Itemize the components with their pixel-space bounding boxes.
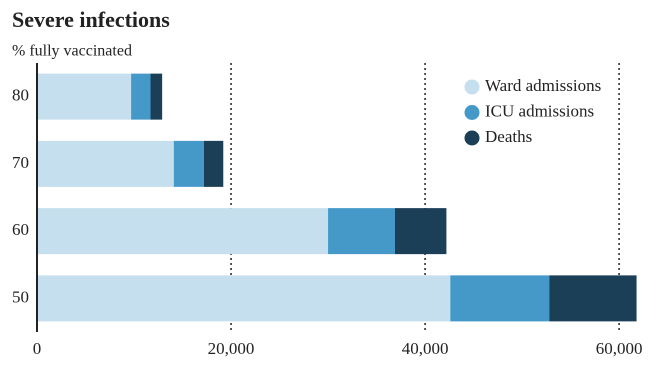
legend-marker <box>464 105 480 120</box>
bar-segment <box>328 208 395 255</box>
bar-segment <box>549 275 637 322</box>
legend-marker <box>464 130 480 146</box>
chart-title: Severe infections <box>12 7 170 32</box>
legend-marker <box>464 79 480 95</box>
x-tick-label: 60,000 <box>596 339 643 358</box>
legend-label: Deaths <box>485 127 532 146</box>
bar-segment <box>394 208 447 255</box>
x-tick-label: 0 <box>33 339 42 358</box>
x-tick-label: 20,000 <box>208 339 255 358</box>
bar-segment <box>450 275 550 322</box>
bar-segment <box>37 208 329 255</box>
bar-segment <box>131 73 151 120</box>
y-tick-label: 80 <box>12 86 29 105</box>
bar-segment <box>37 73 132 120</box>
x-tick-label: 40,000 <box>402 339 449 358</box>
legend-label: Ward admissions <box>485 76 601 95</box>
bar-segment <box>37 275 451 322</box>
y-tick-label: 60 <box>12 220 29 239</box>
legend-label: ICU admissions <box>485 101 594 120</box>
y-tick-label: 50 <box>12 287 29 306</box>
bar-segment <box>173 140 204 187</box>
bar-segment <box>203 140 224 187</box>
axis-label: % fully vaccinated <box>12 43 132 60</box>
bar-segment <box>150 73 163 120</box>
y-tick-label: 70 <box>12 153 29 172</box>
bar-segment <box>37 140 174 187</box>
